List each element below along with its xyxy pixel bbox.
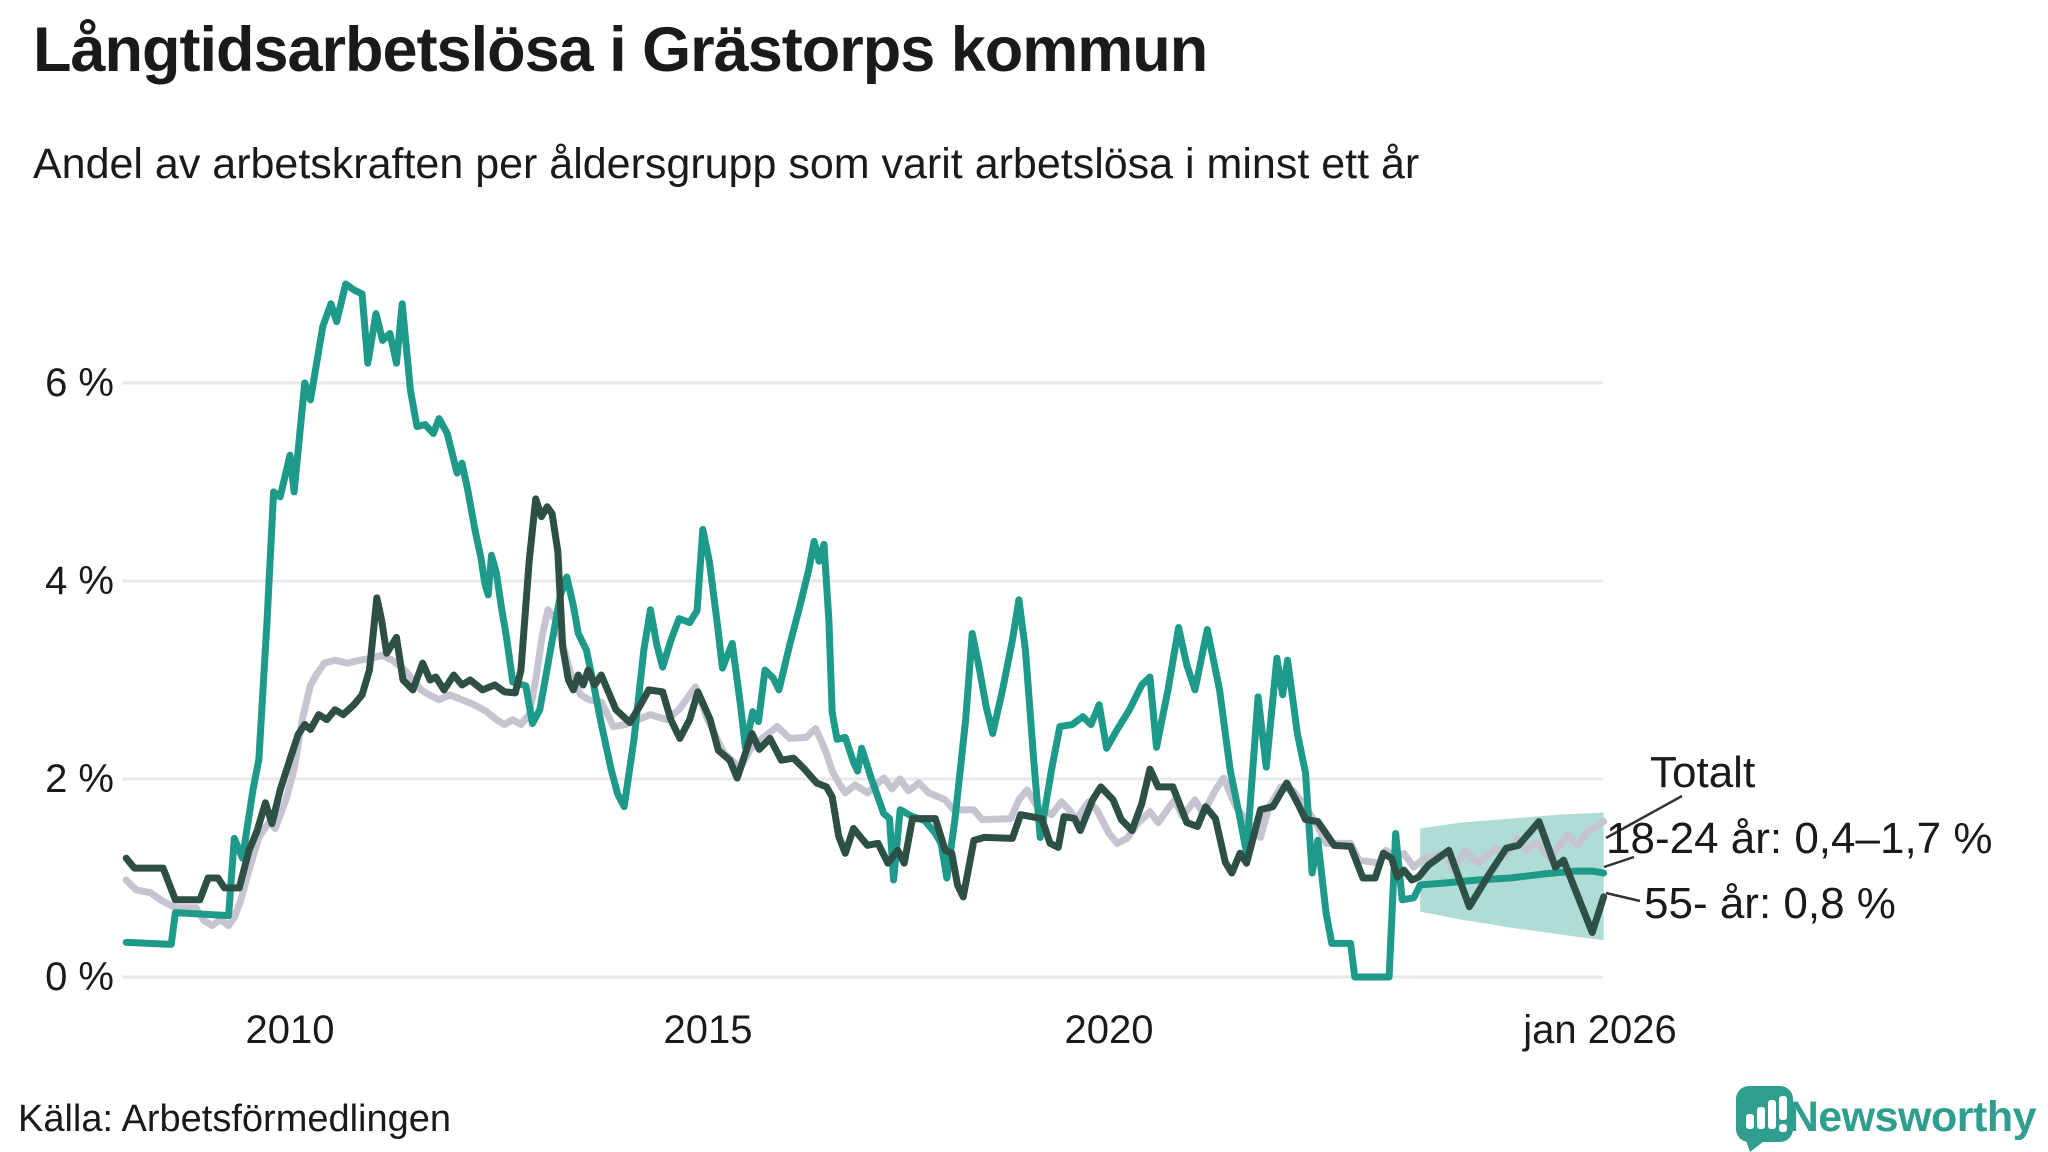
x-axis-tick-2020: 2020 (1064, 1008, 1154, 1052)
line-18-24 år (122, 280, 1608, 981)
newsworthy-logo-icon (1736, 1086, 1793, 1152)
gridlines (122, 381, 1603, 979)
logo-bar-medium (1757, 1107, 1765, 1129)
logo-exclamation-dot (1779, 1124, 1787, 1132)
annotation-55: 55- år: 0,8 % (1644, 879, 1896, 928)
logo-bar-small (1746, 1114, 1754, 1129)
logo-bar-large (1768, 1100, 1776, 1129)
leader-lines (1603, 794, 1683, 903)
page-title: Långtidsarbetslösa i Grästorps kommun (33, 15, 1208, 85)
logo-exclamation-bar (1779, 1096, 1787, 1120)
y-axis-tick-4: 4 % (45, 559, 114, 603)
leader-line-18-24 (1603, 855, 1635, 869)
leader-line-totalt (1605, 794, 1683, 840)
newsworthy-logo: Newsworthy (1736, 1082, 2037, 1152)
line-55- år (122, 495, 1608, 936)
x-axis-tick-2010: 2010 (245, 1008, 335, 1052)
y-axis-tick-0: 0 % (45, 955, 114, 999)
annotation-totalt: Totalt (1650, 748, 1756, 797)
source-text: Källa: Arbetsförmedlingen (18, 1098, 452, 1140)
page-subtitle: Andel av arbetskraften per åldersgrupp s… (33, 140, 1420, 188)
newsworthy-wordmark: Newsworthy (1787, 1092, 2037, 1141)
x-axis-tick-2015: 2015 (663, 1008, 753, 1052)
annotation-18-24: 18-24 år: 0,4–1,7 % (1606, 814, 1993, 863)
y-axis-tick-2: 2 % (45, 757, 114, 801)
series-lines (122, 280, 1608, 981)
x-axis-tick-jan-2026: jan 2026 (1523, 1008, 1677, 1052)
leader-line-55 (1605, 891, 1641, 903)
y-axis-tick-6: 6 % (45, 361, 114, 405)
